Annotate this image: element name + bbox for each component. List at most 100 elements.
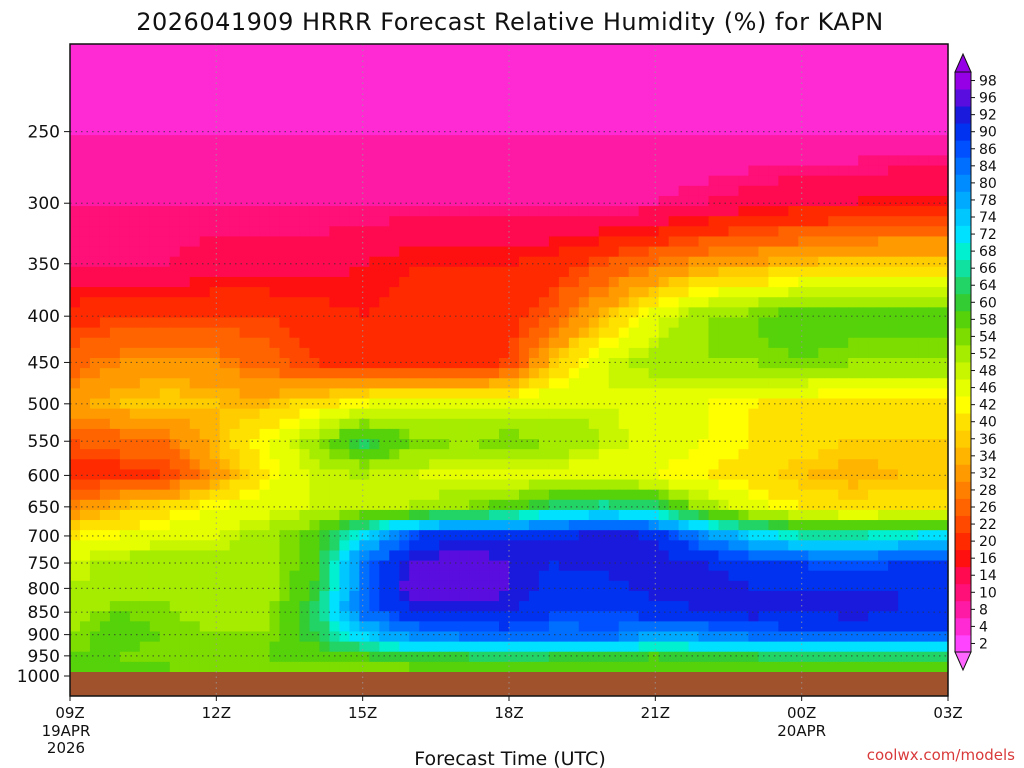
rh-cell: [768, 135, 779, 146]
rh-cell: [70, 499, 81, 511]
rh-cell: [738, 104, 750, 116]
rh-cell: [359, 94, 370, 106]
rh-cell: [608, 560, 620, 572]
rh-cell: [379, 125, 390, 136]
rh-cell: [469, 439, 480, 450]
rh-cell: [469, 520, 480, 531]
rh-cell: [778, 317, 789, 329]
rh-cell: [738, 469, 750, 481]
rh-cell: [409, 570, 420, 582]
rh-cell: [149, 469, 161, 481]
rh-cell: [359, 317, 370, 329]
rh-cell: [129, 358, 141, 369]
rh-cell: [798, 276, 809, 288]
rh-cell: [838, 276, 849, 288]
rh-cell: [149, 398, 161, 410]
rh-cell: [678, 135, 690, 146]
rh-cell: [868, 246, 879, 258]
rh-cell: [568, 347, 580, 359]
rh-cell: [668, 570, 680, 582]
rh-cell: [918, 165, 929, 177]
rh-cell: [70, 530, 81, 541]
rh-cell: [538, 195, 550, 207]
rh-cell: [89, 601, 101, 612]
rh-cell: [79, 560, 91, 572]
rh-cell: [748, 155, 760, 167]
rh-cell: [99, 114, 111, 126]
rh-cell: [708, 246, 720, 258]
rh-cell: [449, 489, 460, 501]
rh-cell: [499, 509, 510, 521]
rh-cell: [409, 94, 420, 106]
rh-cell: [219, 135, 231, 146]
rh-cell: [339, 216, 350, 227]
rh-cell: [788, 94, 799, 106]
rh-cell: [179, 368, 191, 379]
rh-cell: [678, 287, 690, 298]
rh-cell: [918, 449, 929, 460]
rh-cell: [419, 378, 430, 389]
rh-cell: [269, 337, 281, 349]
rh-cell: [548, 459, 560, 471]
rh-cell: [359, 206, 370, 217]
rh-cell: [199, 64, 211, 75]
rh-cell: [568, 246, 580, 258]
rh-cell: [898, 570, 909, 582]
rh-cell: [888, 540, 899, 552]
rh-cell: [608, 297, 620, 308]
rh-cell: [518, 175, 530, 187]
rh-cell: [888, 64, 899, 75]
rh-cell: [658, 104, 670, 116]
rh-cell: [79, 358, 91, 369]
rh-cell: [509, 347, 520, 359]
rh-cell: [369, 560, 380, 572]
rh-cell: [578, 94, 590, 106]
rh-cell: [758, 317, 770, 329]
rh-cell: [548, 388, 560, 400]
rh-cell: [618, 226, 630, 238]
rh-cell: [728, 489, 740, 501]
rh-cell: [718, 368, 730, 379]
rh-cell: [199, 307, 211, 319]
rh-cell: [678, 408, 690, 420]
rh-cell: [748, 378, 760, 389]
rh-cell: [878, 418, 889, 430]
rh-cell: [878, 54, 889, 65]
rh-cell: [768, 560, 779, 572]
rh-cell: [728, 327, 740, 339]
rh-cell: [588, 54, 600, 65]
rh-cell: [389, 307, 400, 319]
rh-cell: [279, 550, 291, 562]
rh-cell: [938, 266, 949, 278]
rh-cell: [638, 206, 650, 217]
rh-cell: [459, 114, 470, 126]
rh-cell: [389, 226, 400, 238]
rh-cell: [728, 185, 740, 197]
rh-cell: [339, 74, 350, 86]
rh-cell: [449, 428, 460, 440]
rh-cell: [509, 287, 520, 298]
rh-cell: [878, 206, 889, 217]
rh-cell: [79, 175, 91, 187]
rh-cell: [239, 307, 251, 319]
rh-cell: [449, 307, 460, 319]
rh-cell: [578, 84, 590, 96]
rh-cell: [918, 44, 929, 55]
rh-cell: [439, 408, 450, 420]
rh-cell: [908, 439, 919, 450]
rh-cell: [269, 611, 281, 622]
rh-cell: [229, 347, 241, 359]
rh-cell: [279, 64, 291, 75]
rh-cell: [688, 226, 700, 238]
rh-cell: [219, 44, 231, 55]
rh-cell: [868, 469, 879, 481]
rh-cell: [718, 195, 730, 207]
rh-cell: [249, 469, 261, 481]
rh-cell: [628, 439, 640, 450]
rh-cell: [818, 347, 829, 359]
rh-cell: [668, 84, 680, 96]
rh-cell: [119, 256, 131, 268]
rh-cell: [748, 428, 760, 440]
rh-cell: [409, 398, 420, 410]
rh-cell: [868, 327, 879, 339]
